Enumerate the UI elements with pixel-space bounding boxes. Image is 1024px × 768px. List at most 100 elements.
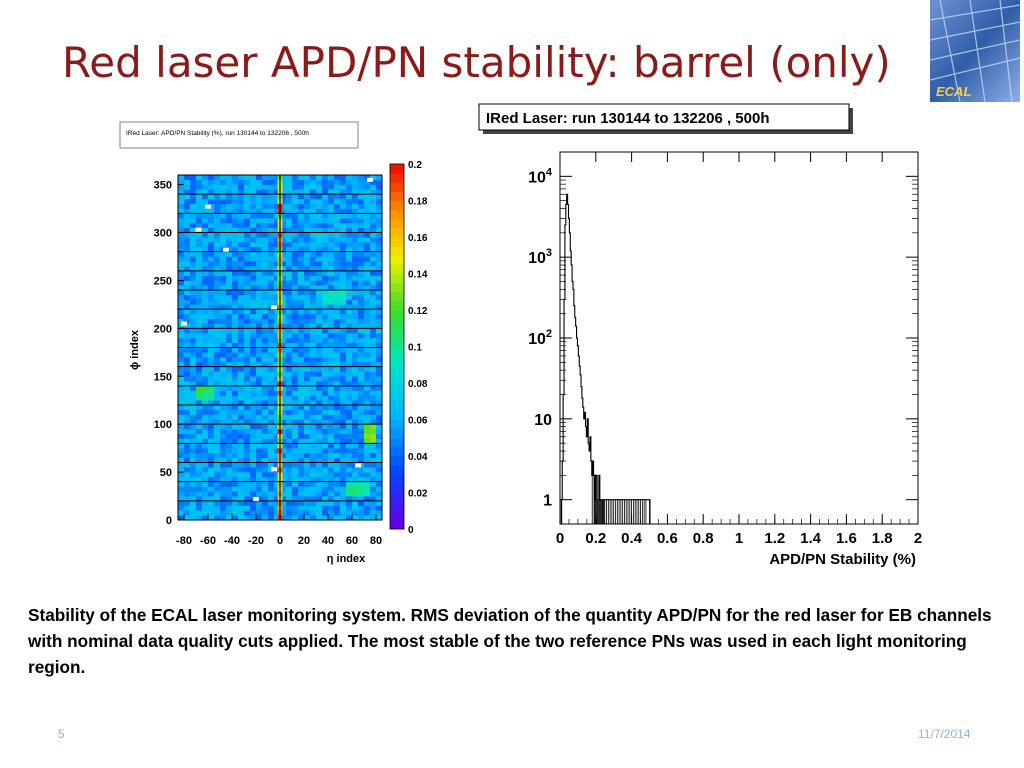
heatmap-cell bbox=[352, 505, 359, 511]
heatmap-cell bbox=[256, 337, 263, 344]
heatmap-cell bbox=[280, 448, 287, 454]
heatmap-cell bbox=[370, 438, 377, 444]
heatmap-cell bbox=[358, 476, 365, 482]
heatmap-cell bbox=[190, 309, 197, 315]
heatmap-cell bbox=[334, 198, 341, 205]
heatmap-cell bbox=[220, 481, 227, 487]
heatmap-cell bbox=[268, 251, 275, 257]
heatmap-cell bbox=[358, 179, 365, 185]
heatmap-cell bbox=[358, 285, 365, 291]
heatmap-cell bbox=[328, 175, 335, 181]
heatmap-cell bbox=[208, 184, 215, 190]
heatmap-cell bbox=[316, 371, 323, 377]
heatmap-cell bbox=[352, 232, 359, 238]
heatmap-cell bbox=[328, 371, 335, 377]
heatmap-cell bbox=[256, 448, 263, 454]
heatmap-cell bbox=[322, 462, 329, 468]
heatmap-cell bbox=[184, 376, 191, 382]
heatmap-cell bbox=[340, 227, 347, 233]
heatmap-cell bbox=[214, 270, 221, 276]
heatmap-cell bbox=[202, 179, 209, 185]
masked-cell bbox=[223, 247, 229, 252]
heatmap-cell bbox=[298, 194, 305, 200]
heatmap-cell bbox=[184, 481, 191, 487]
heatmap-cell bbox=[340, 467, 347, 473]
heatmap-cell bbox=[256, 266, 263, 272]
heatmap-cell bbox=[352, 299, 359, 305]
heatmap-cell bbox=[178, 347, 185, 353]
heatmap-cell bbox=[220, 175, 227, 181]
heatmap-cell bbox=[256, 342, 263, 348]
heatmap-cell bbox=[202, 476, 209, 482]
heatmap-cell bbox=[196, 194, 203, 200]
heatmap-cell bbox=[238, 309, 245, 315]
heatmap-cell bbox=[358, 467, 365, 473]
heatmap-cell bbox=[250, 357, 257, 363]
heatmap-cell bbox=[364, 491, 371, 497]
heatmap-cell bbox=[346, 246, 353, 252]
heatmap-cell bbox=[178, 443, 185, 449]
heatmap-cell bbox=[376, 179, 383, 185]
heatmap-cell bbox=[322, 280, 329, 286]
heatmap-cell bbox=[328, 419, 335, 425]
heatmap-cell bbox=[226, 361, 233, 367]
heatmap-cell bbox=[286, 227, 293, 233]
heatmap-cell bbox=[316, 424, 323, 430]
heatmap-cell bbox=[358, 409, 365, 415]
heatmap-cell bbox=[244, 218, 251, 224]
heatmap-cell bbox=[256, 472, 263, 478]
heatmap-cell bbox=[334, 500, 341, 506]
heatmap-cell bbox=[208, 256, 215, 262]
heatmap-cell bbox=[340, 280, 347, 286]
heatmap-cell bbox=[262, 433, 269, 439]
heatmap-cell bbox=[268, 208, 275, 214]
heatmap-cell bbox=[262, 366, 269, 372]
heatmap-cell bbox=[220, 194, 227, 200]
heatmap-cell bbox=[208, 457, 215, 463]
heatmap-cell bbox=[334, 342, 341, 348]
heatmap-cell bbox=[304, 328, 311, 334]
heatmap-cell bbox=[328, 390, 335, 396]
heatmap-cell bbox=[214, 175, 221, 181]
heatmap-cell bbox=[346, 275, 353, 281]
heatmap-cell bbox=[292, 481, 299, 487]
heatmap-cell bbox=[178, 385, 185, 391]
heatmap-cell bbox=[250, 385, 257, 391]
heatmap-cell bbox=[370, 486, 377, 492]
heatmap-cell bbox=[364, 467, 371, 473]
heatmap-cell bbox=[340, 203, 347, 209]
heatmap-cell bbox=[184, 222, 191, 229]
heatmap-cell bbox=[214, 385, 221, 391]
heatmap-cell bbox=[226, 409, 233, 415]
heatmap-cell bbox=[280, 251, 287, 257]
heatmap-x-label: η index bbox=[327, 553, 366, 565]
heatmap-cell bbox=[220, 342, 227, 348]
heatmap-cell bbox=[310, 371, 317, 377]
heatmap-cell bbox=[346, 361, 353, 367]
heatmap-cell bbox=[274, 313, 281, 320]
heatmap-cell bbox=[250, 476, 257, 482]
heatmap-cell bbox=[322, 467, 329, 473]
heatmap-cell bbox=[358, 198, 365, 205]
heatmap-cell bbox=[316, 510, 323, 516]
heatmap-cell bbox=[190, 328, 197, 334]
heatmap-cell bbox=[190, 237, 197, 243]
heatmap-cell bbox=[220, 500, 227, 506]
heatmap-cell bbox=[340, 452, 347, 459]
heatmap-cell bbox=[268, 242, 275, 248]
heatmap-cell bbox=[202, 419, 209, 425]
heatmap-cell bbox=[196, 510, 203, 516]
heatmap-cell bbox=[340, 381, 347, 387]
heatmap-cell bbox=[304, 299, 311, 305]
heatmap-cell bbox=[334, 414, 341, 420]
colorbar-segment bbox=[390, 465, 404, 475]
heatmap-cell bbox=[196, 203, 203, 209]
heatmap-cell bbox=[370, 491, 377, 497]
colorbar-segment bbox=[390, 191, 404, 201]
heatmap-cell bbox=[268, 496, 275, 502]
heatmap-cell bbox=[310, 309, 317, 315]
heatmap-cell bbox=[346, 256, 353, 262]
heatmap-cell bbox=[358, 481, 365, 487]
heatmap-cell bbox=[304, 275, 311, 281]
heatmap-cell bbox=[292, 256, 299, 262]
